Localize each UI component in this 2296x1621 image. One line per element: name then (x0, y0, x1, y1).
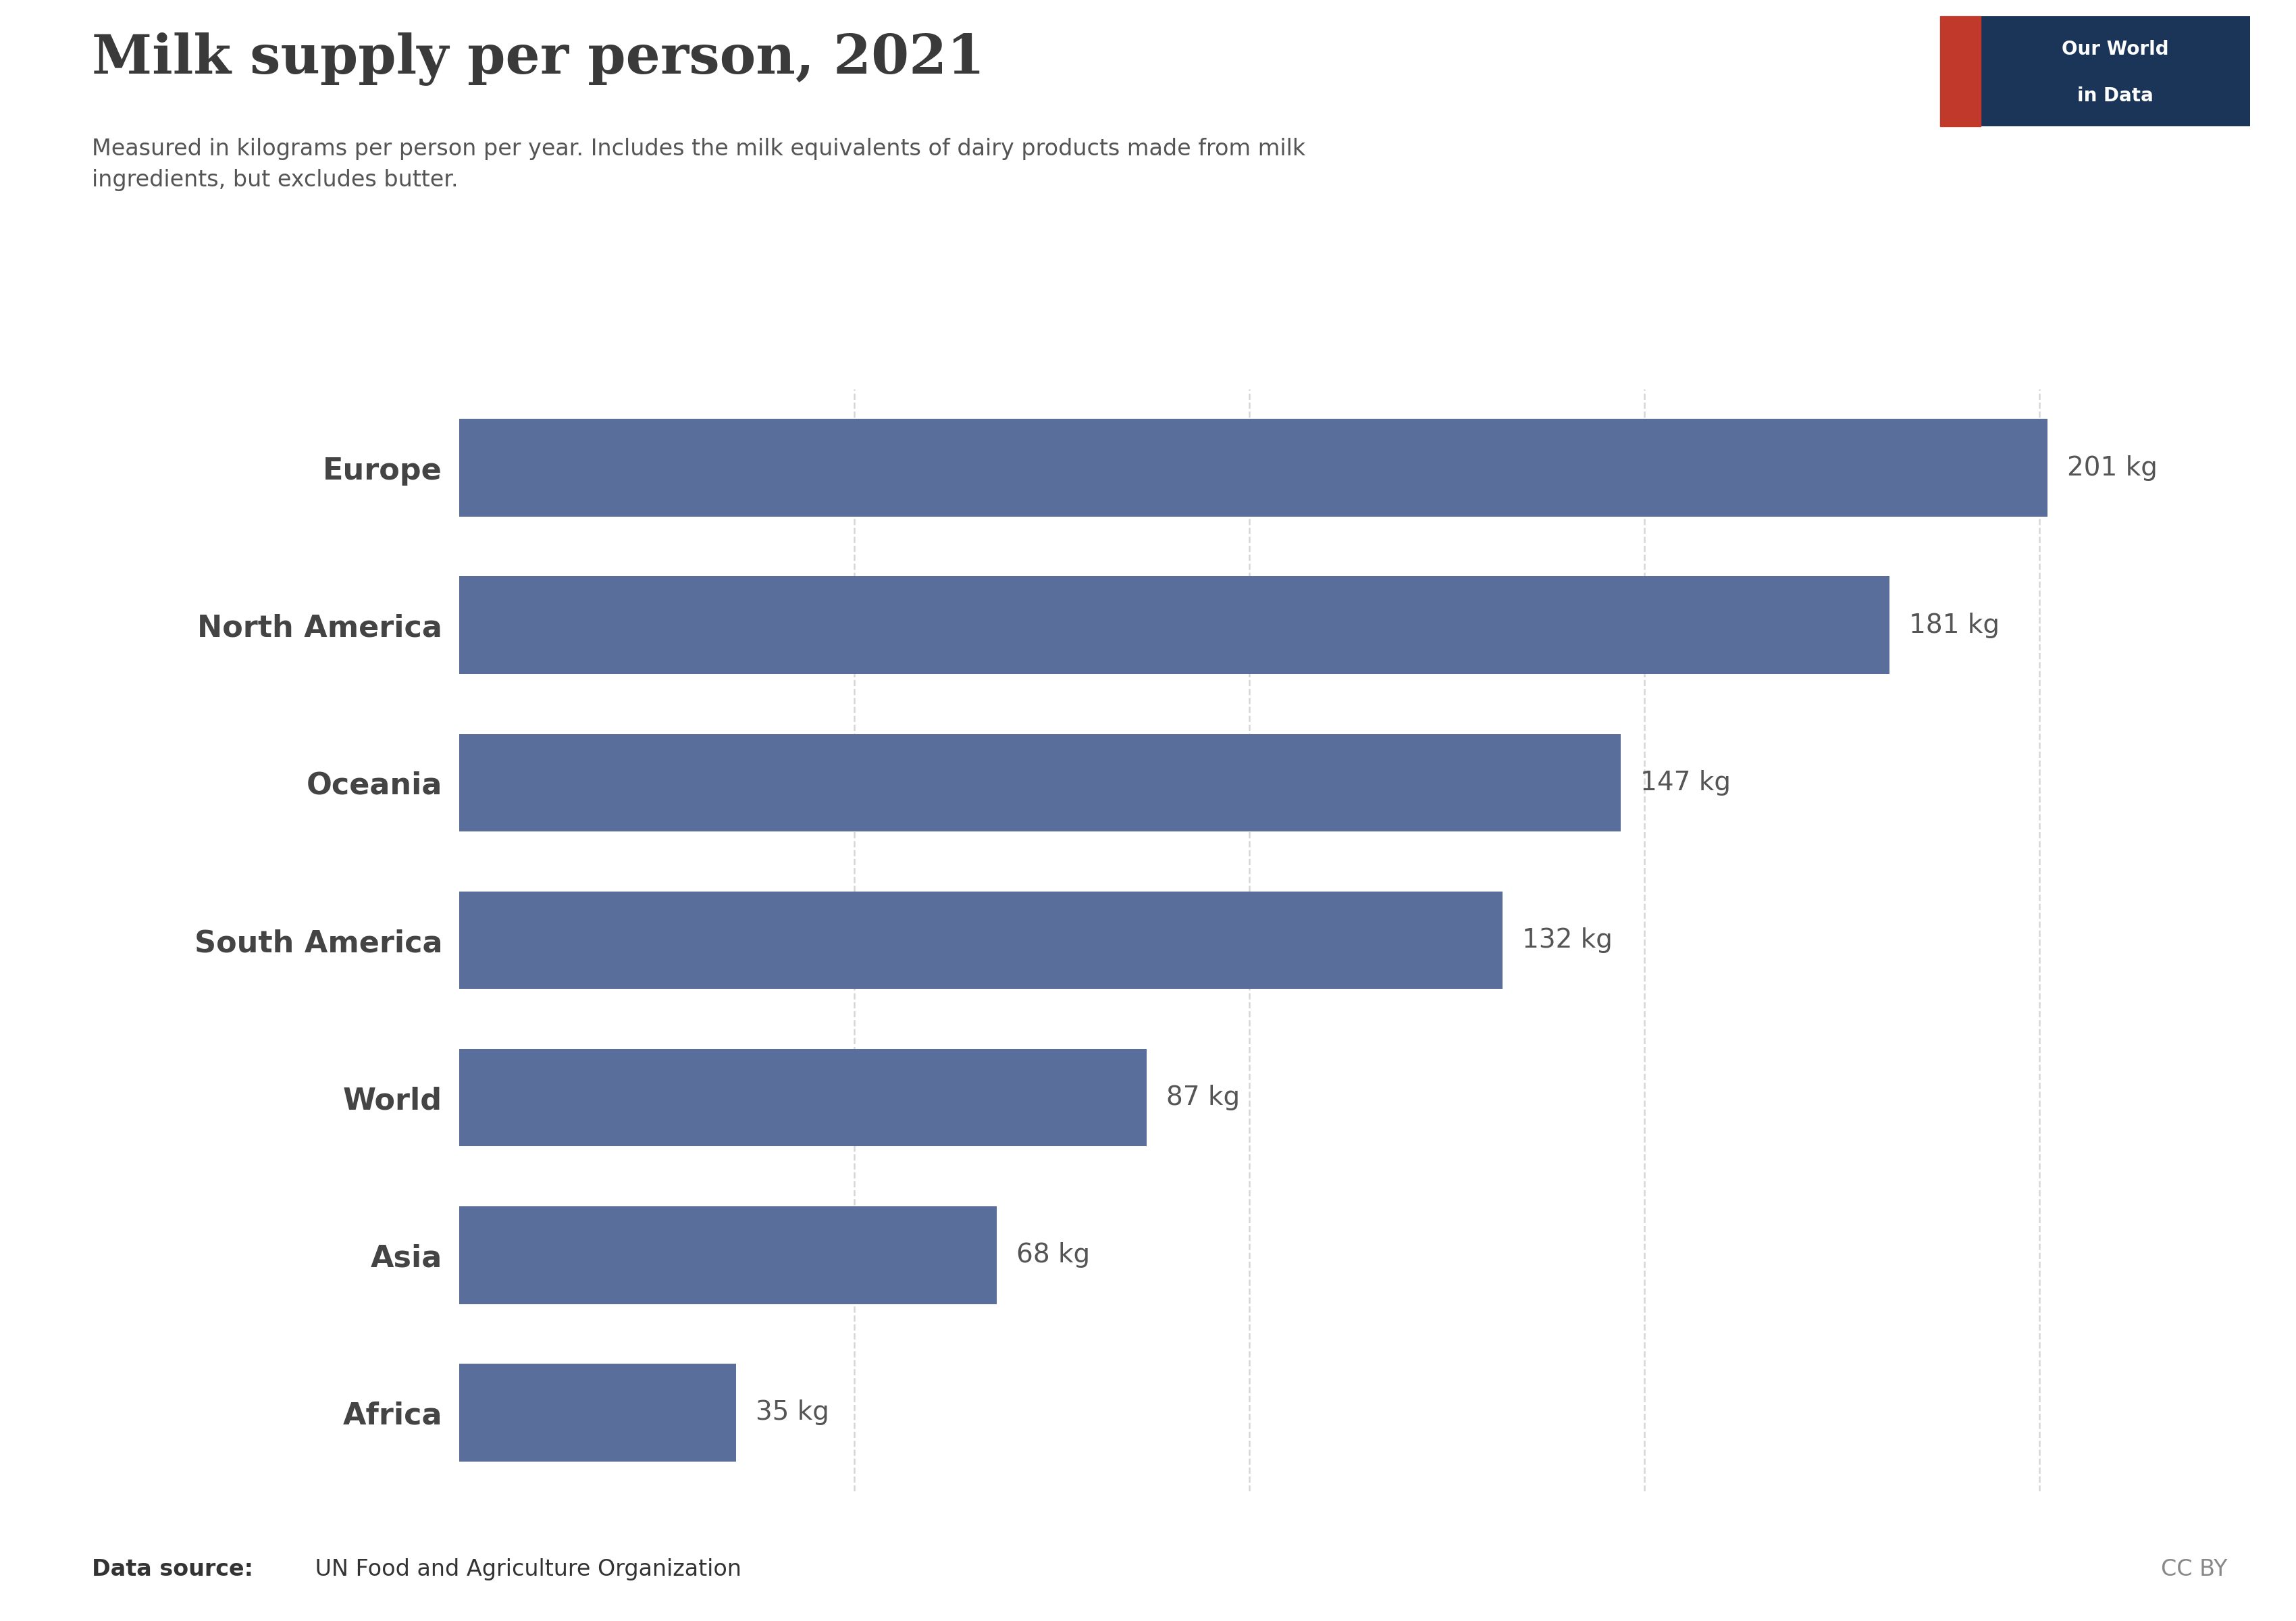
Text: 181 kg: 181 kg (1910, 613, 2000, 639)
Text: 132 kg: 132 kg (1522, 927, 1612, 953)
Text: UN Food and Agriculture Organization: UN Food and Agriculture Organization (308, 1558, 742, 1580)
Bar (459, 418, 2048, 517)
Text: 35 kg: 35 kg (755, 1401, 829, 1425)
Text: Milk supply per person, 2021: Milk supply per person, 2021 (92, 32, 985, 86)
Text: CC BY: CC BY (2161, 1558, 2227, 1580)
Bar (459, 1049, 1146, 1146)
Text: in Data: in Data (2078, 86, 2154, 105)
Bar (459, 1206, 996, 1303)
Text: 87 kg: 87 kg (1166, 1084, 1240, 1110)
Bar (459, 892, 1502, 989)
Bar (459, 577, 1890, 674)
Bar (459, 1363, 735, 1462)
Text: Measured in kilograms per person per year. Includes the milk equivalents of dair: Measured in kilograms per person per yea… (92, 138, 1306, 191)
Text: 147 kg: 147 kg (1642, 770, 1731, 796)
Text: 201 kg: 201 kg (2066, 456, 2158, 480)
Text: 68 kg: 68 kg (1017, 1242, 1091, 1268)
Bar (459, 734, 1621, 832)
Text: Data source:: Data source: (92, 1558, 253, 1580)
Text: Our World: Our World (2062, 41, 2170, 58)
Bar (1940, 16, 1981, 126)
